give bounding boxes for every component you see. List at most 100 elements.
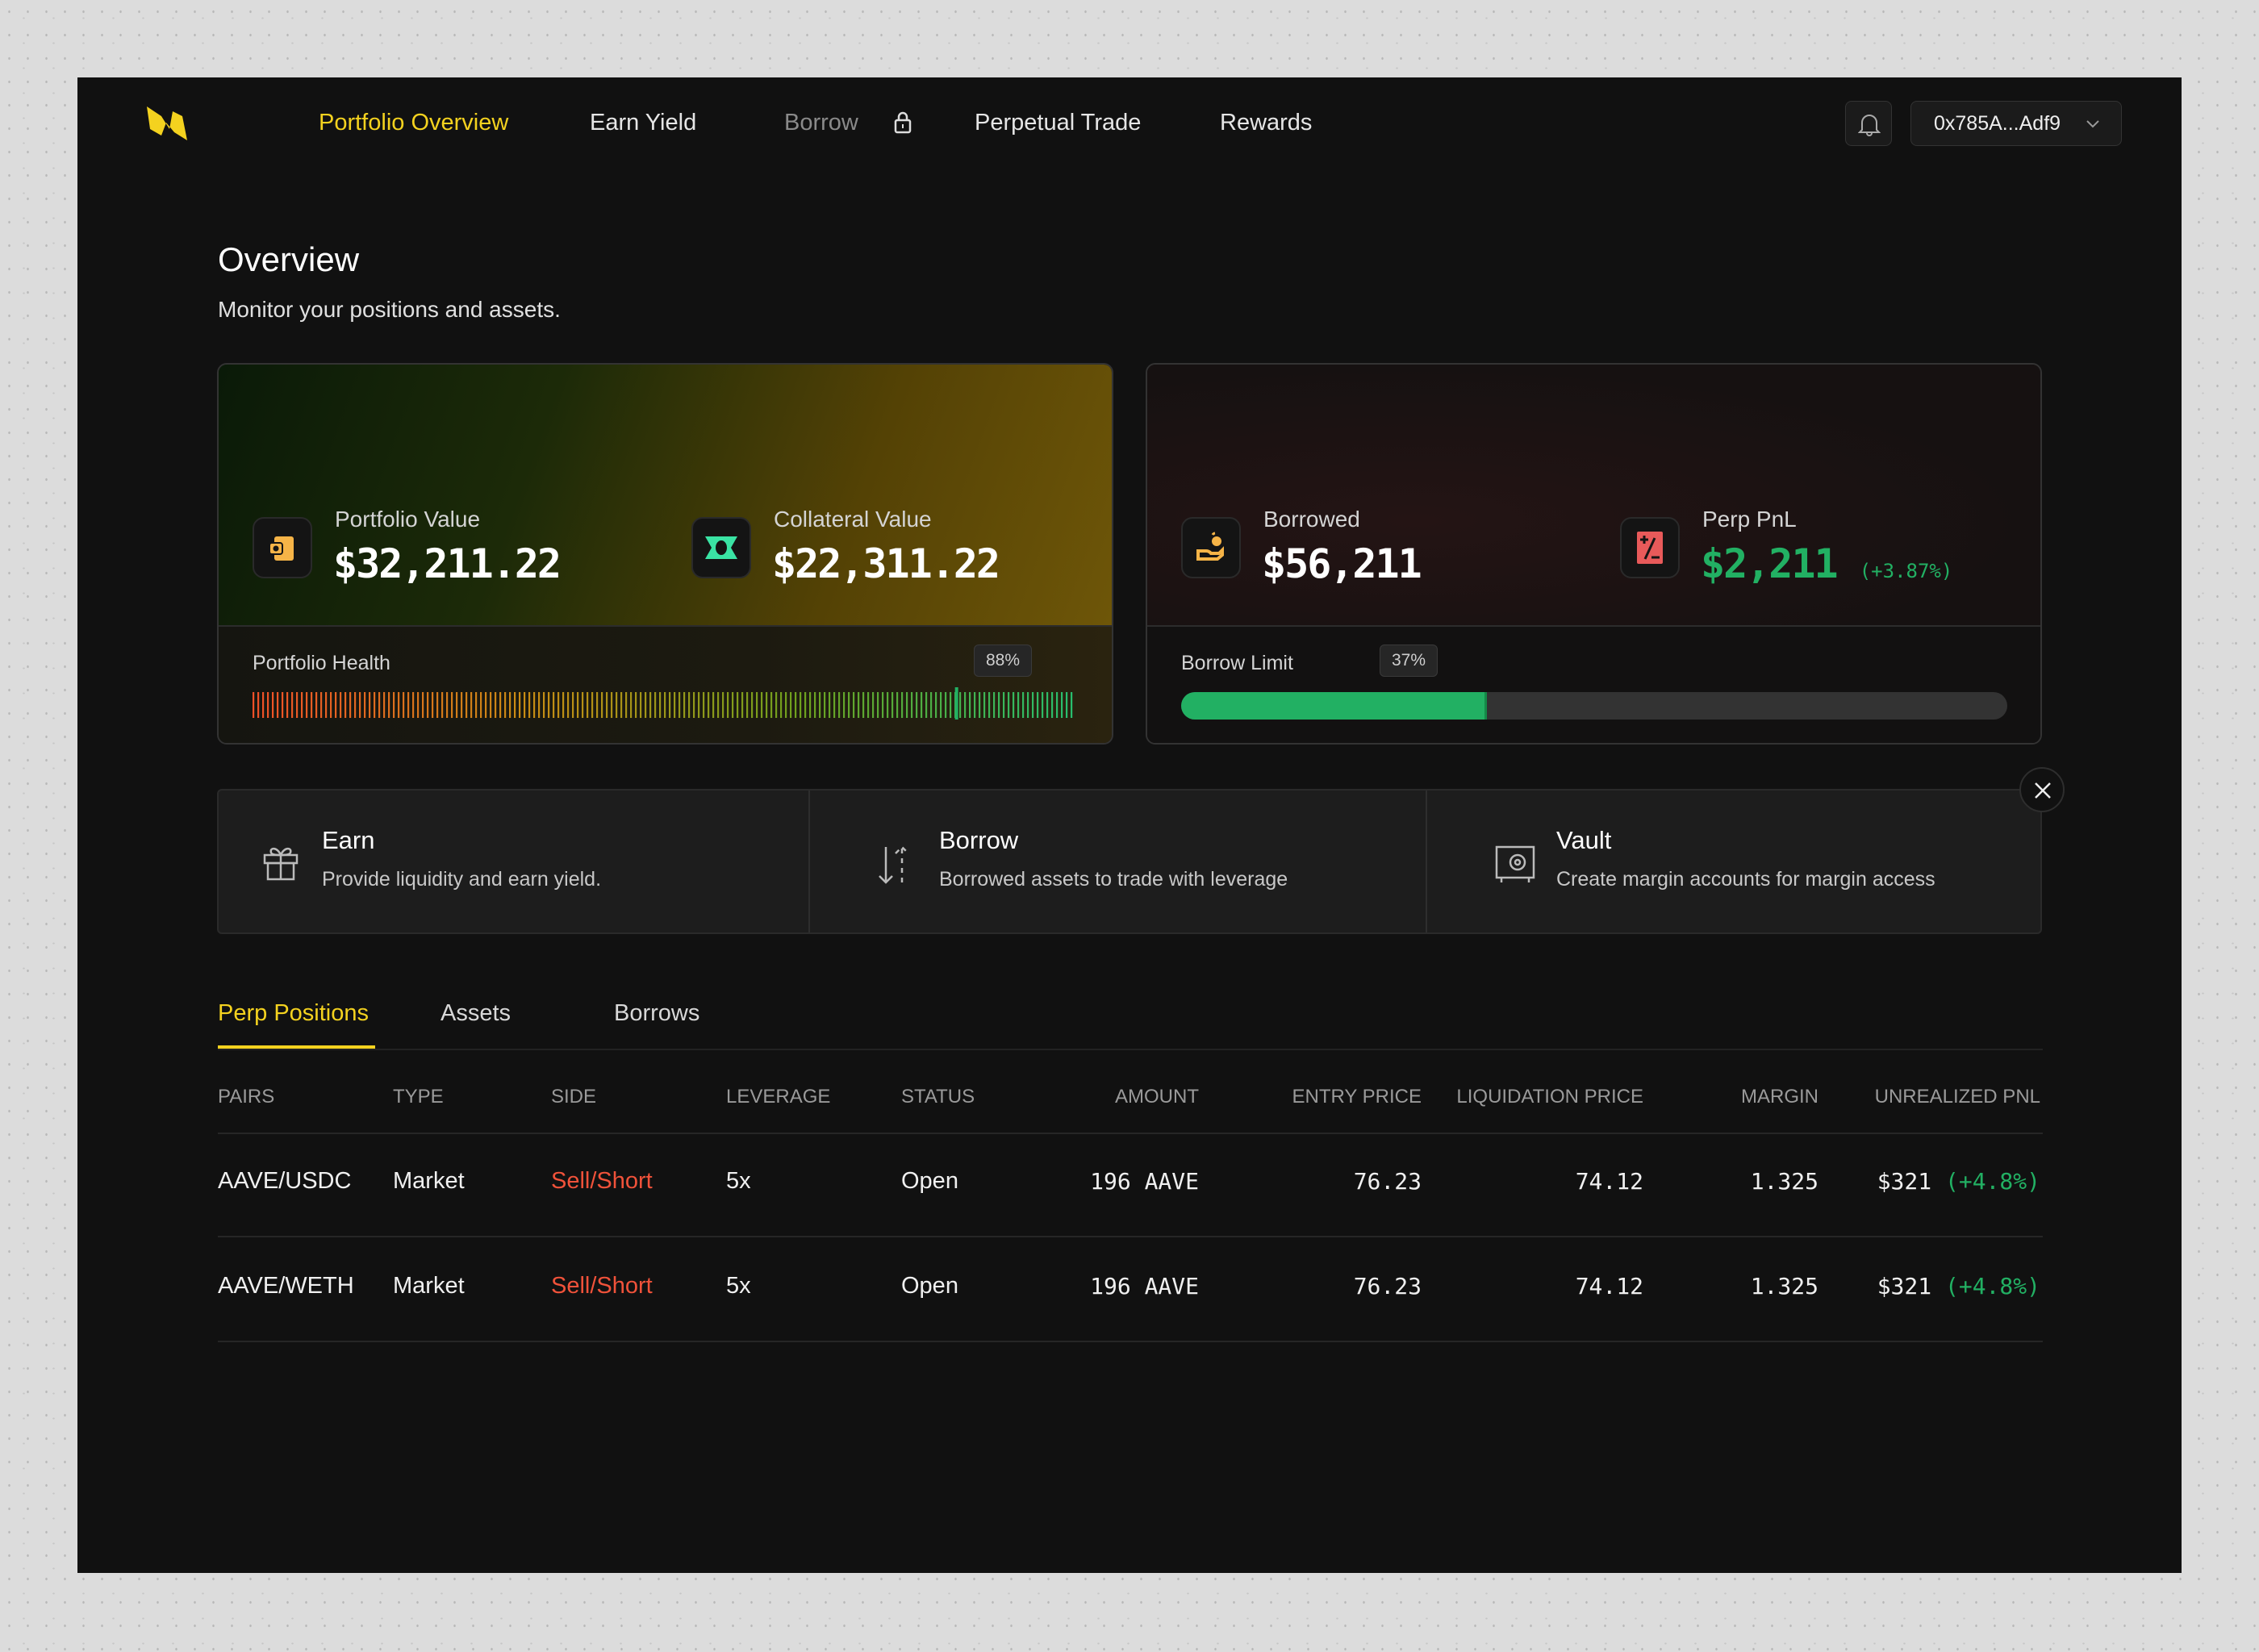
- table-row[interactable]: AAVE/WETH Market Sell/Short 5x Open 196 …: [77, 1273, 2182, 1378]
- cell-type: Market: [393, 1273, 465, 1299]
- health-tick: [921, 692, 923, 718]
- health-tick: [717, 692, 720, 718]
- health-tick: [1017, 692, 1020, 718]
- action-borrow[interactable]: Borrow Borrowed assets to trade with lev…: [810, 791, 1427, 932]
- header-divider: [218, 1133, 2043, 1134]
- health-tick: [470, 692, 473, 718]
- borrow-limit-fill: [1181, 692, 1487, 720]
- health-tick: [349, 692, 352, 718]
- health-tick: [451, 692, 453, 718]
- health-tick: [780, 692, 783, 718]
- action-earn[interactable]: Earn Provide liquidity and earn yield.: [219, 791, 810, 932]
- health-tick: [804, 692, 807, 718]
- health-tick: [1066, 692, 1068, 718]
- cell-pair: AAVE/WETH: [218, 1273, 354, 1299]
- health-tick: [330, 692, 332, 718]
- health-tick: [896, 692, 899, 718]
- health-tick: [630, 692, 633, 718]
- health-tick: [388, 692, 390, 718]
- nav-borrow[interactable]: Borrow: [784, 110, 858, 136]
- health-tick: [930, 692, 933, 718]
- health-tick: [301, 692, 303, 718]
- tab-assets[interactable]: Assets: [441, 1000, 512, 1026]
- health-tick: [582, 692, 584, 718]
- health-tick: [499, 692, 502, 718]
- health-tick: [891, 692, 894, 718]
- health-tick: [562, 692, 565, 718]
- action-borrow-desc: Borrowed assets to trade with leverage: [939, 868, 1288, 891]
- wallet-dropdown[interactable]: 0x785A...Adf9: [1910, 101, 2122, 146]
- close-icon: [2035, 782, 2051, 799]
- row-divider: [218, 1236, 2043, 1237]
- action-vault-title: Vault: [1556, 826, 1612, 854]
- health-tick: [495, 692, 497, 718]
- health-tick: [514, 692, 516, 718]
- health-tick: [732, 692, 734, 718]
- pnl-change: (+4.8%): [1944, 1273, 2040, 1299]
- notifications-button[interactable]: [1845, 101, 1892, 146]
- health-tick: [272, 692, 274, 718]
- health-tick: [480, 692, 482, 718]
- health-tick: [674, 692, 676, 718]
- health-tick: [659, 692, 662, 718]
- cell-status: Open: [901, 1273, 958, 1299]
- cell-unrealized-pnl: $321 (+4.8%): [1877, 1273, 2040, 1299]
- health-tick: [567, 692, 570, 718]
- health-tick: [606, 692, 608, 718]
- health-tick: [601, 692, 603, 718]
- cash-icon: [691, 517, 751, 578]
- action-vault[interactable]: Vault Create margin accounts for margin …: [1427, 791, 2044, 932]
- nav-earn-yield[interactable]: Earn Yield: [590, 110, 697, 136]
- chevron-down-icon: [2086, 120, 2099, 128]
- health-tick: [398, 692, 400, 718]
- close-actions-button[interactable]: [2019, 767, 2065, 812]
- health-tick: [867, 692, 870, 718]
- tab-borrows[interactable]: Borrows: [614, 1000, 700, 1026]
- health-tick: [925, 692, 928, 718]
- health-tick: [412, 692, 415, 718]
- health-tick: [775, 692, 778, 718]
- health-tick: [325, 692, 328, 718]
- borrow-limit-badge: 37%: [1380, 645, 1438, 677]
- cell-margin: 1.325: [1750, 1273, 1818, 1299]
- collateral-value-label: Collateral Value: [774, 507, 932, 532]
- nav-perpetual-trade[interactable]: Perpetual Trade: [975, 110, 1142, 136]
- health-tick: [1071, 692, 1073, 718]
- logo-icon[interactable]: [145, 105, 189, 142]
- perp-pnl-label: Perp PnL: [1702, 507, 1797, 532]
- health-tick: [533, 692, 536, 718]
- health-tick: [262, 692, 265, 718]
- bell-icon: [1858, 115, 1881, 136]
- nav-portfolio-overview[interactable]: Portfolio Overview: [319, 110, 509, 136]
- health-tick: [461, 692, 463, 718]
- app-window: Portfolio Overview Earn Yield Borrow Per…: [77, 77, 2182, 1573]
- health-tick: [369, 692, 371, 718]
- health-tick: [577, 692, 579, 718]
- plus-minus-icon: [1620, 517, 1680, 578]
- health-tick: [693, 692, 695, 718]
- health-tick: [683, 692, 686, 718]
- health-tick: [286, 692, 289, 718]
- health-tick: [993, 692, 996, 718]
- health-tick: [344, 692, 347, 718]
- health-tick: [722, 692, 724, 718]
- health-tick: [979, 692, 981, 718]
- health-tick: [296, 692, 299, 718]
- col-status: STATUS: [901, 1086, 975, 1108]
- health-tick: [475, 692, 478, 718]
- health-tick: [751, 692, 754, 718]
- cell-amount: 196 AAVE: [1090, 1273, 1199, 1299]
- health-tick: [669, 692, 671, 718]
- cell-side: Sell/Short: [551, 1273, 653, 1299]
- quick-actions: Earn Provide liquidity and earn yield. B…: [217, 789, 2042, 934]
- health-tick: [548, 692, 550, 718]
- col-leverage: LEVERAGE: [726, 1086, 831, 1108]
- health-bar: [253, 687, 1073, 720]
- table-row[interactable]: AAVE/USDC Market Sell/Short 5x Open 196 …: [77, 1168, 2182, 1273]
- health-tick: [383, 692, 386, 718]
- health-tick: [596, 692, 599, 718]
- col-margin: MARGIN: [1741, 1086, 1818, 1108]
- health-tick: [741, 692, 744, 718]
- nav-rewards[interactable]: Rewards: [1220, 110, 1313, 136]
- tab-perp-positions[interactable]: Perp Positions: [218, 1000, 369, 1026]
